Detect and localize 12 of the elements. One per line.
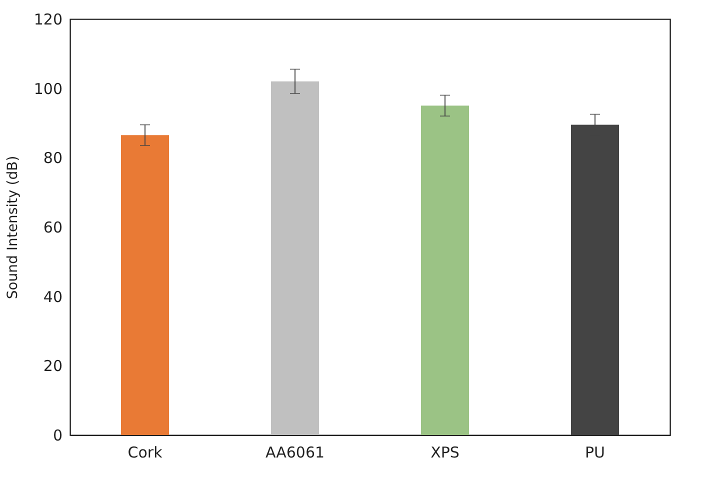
y-tick-label: 80 bbox=[43, 149, 62, 168]
y-tick-label: 0 bbox=[52, 426, 62, 444]
x-tick-label: XPS bbox=[430, 444, 460, 462]
y-tick-label: 40 bbox=[43, 288, 62, 306]
x-tick-label: Cork bbox=[128, 444, 163, 462]
x-tick-label: PU bbox=[584, 444, 606, 462]
y-tick-label: 100 bbox=[34, 80, 62, 98]
y-tick-label: 60 bbox=[43, 218, 62, 236]
y-tick-label: 20 bbox=[43, 357, 62, 376]
x-tick-label: AA6061 bbox=[265, 444, 325, 462]
y-axis-title: Sound Intensity (dB) bbox=[4, 156, 21, 300]
y-tick-label: 120 bbox=[34, 10, 62, 28]
